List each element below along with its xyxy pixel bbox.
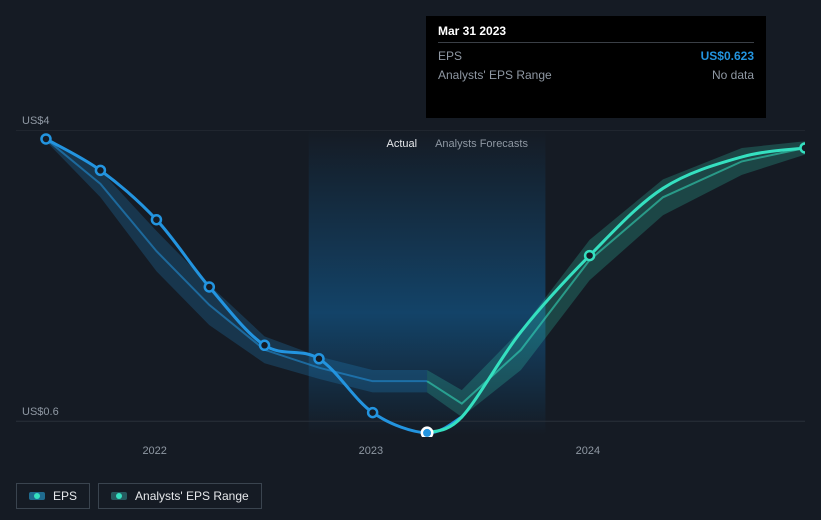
x-axis-label: 2022 (142, 445, 166, 457)
y-axis-label: US$4 (22, 115, 50, 127)
eps-chart-plot[interactable] (16, 130, 805, 437)
legend-swatch-icon (29, 492, 45, 500)
forecast-region-label: Analysts Forecasts (435, 138, 528, 150)
legend-label: EPS (53, 489, 77, 503)
actual-region-label: Actual (367, 138, 417, 150)
legend-swatch-icon (111, 492, 127, 500)
x-axis-label: 2023 (359, 445, 383, 457)
tooltip-row-label: EPS (438, 47, 462, 66)
tooltip-row: EPS US$0.623 (438, 47, 754, 66)
tooltip-row-label: Analysts' EPS Range (438, 66, 552, 85)
tooltip-row-value: US$0.623 (701, 47, 754, 66)
tooltip-row: Analysts' EPS Range No data (438, 66, 754, 85)
chart-tooltip: Mar 31 2023 EPSUS$0.623Analysts' EPS Ran… (426, 16, 766, 118)
legend-item[interactable]: EPS (16, 483, 90, 509)
chart-legend: EPS Analysts' EPS Range (16, 483, 262, 509)
tooltip-date: Mar 31 2023 (438, 24, 754, 38)
legend-item[interactable]: Analysts' EPS Range (98, 483, 262, 509)
tooltip-divider (438, 42, 754, 43)
tooltip-row-value: No data (712, 66, 754, 85)
legend-label: Analysts' EPS Range (135, 489, 249, 503)
eps-chart-canvas: US$4 US$0.6 Actual Analysts Forecasts 202… (0, 0, 821, 520)
x-axis-label: 2024 (576, 445, 600, 457)
y-axis-label: US$0.6 (22, 406, 59, 418)
